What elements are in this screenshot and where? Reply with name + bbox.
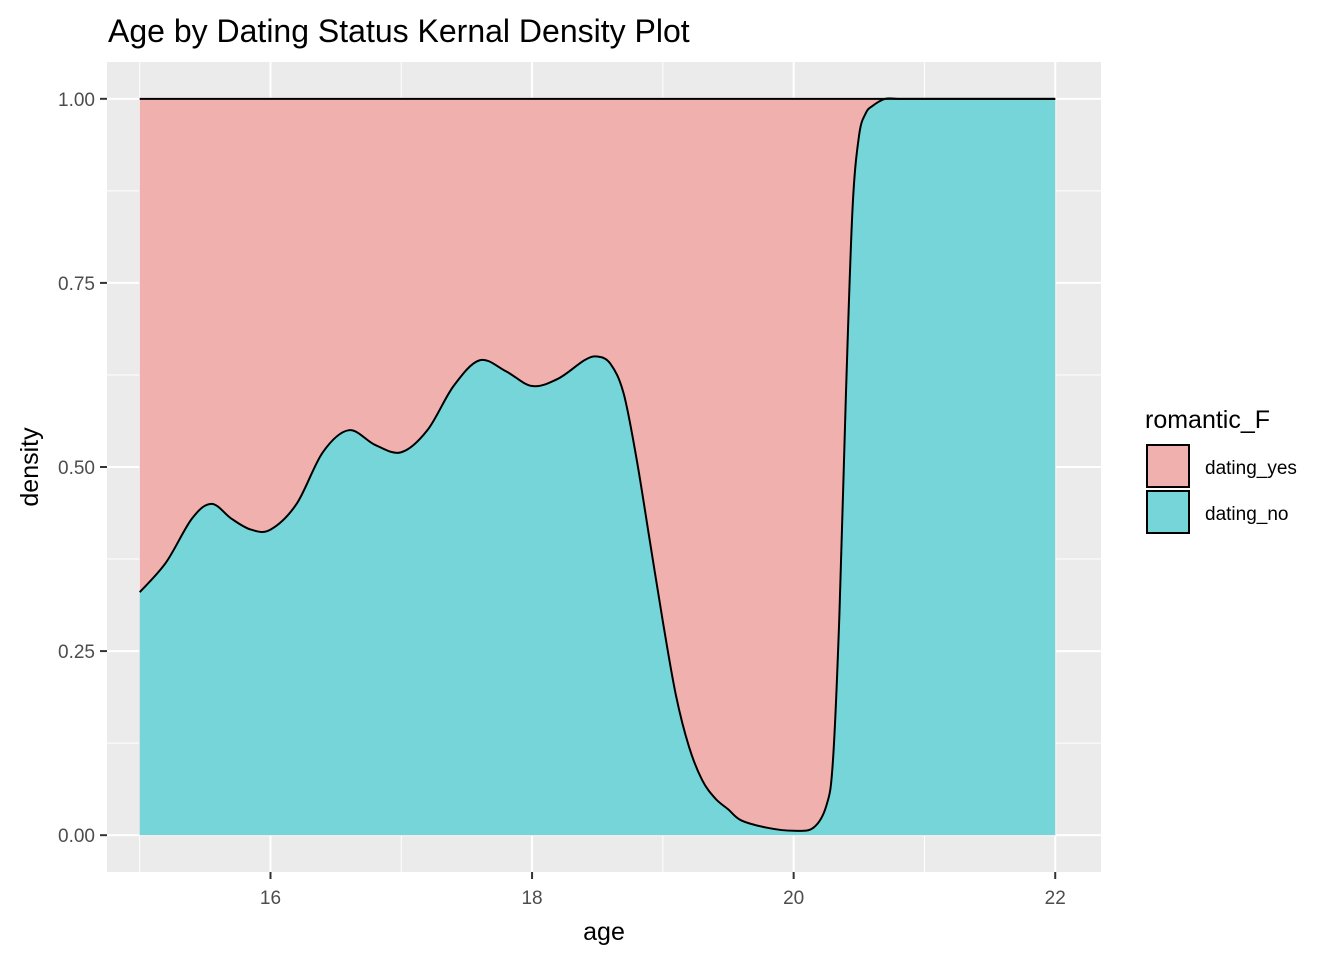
x-tick-label: 22	[1045, 888, 1066, 909]
x-axis-title: age	[583, 918, 625, 946]
y-tick-label: 0.25	[58, 642, 95, 663]
y-axis-title: density	[16, 427, 44, 507]
chart-title: Age by Dating Status Kernal Density Plot	[108, 13, 690, 49]
legend-key-dating-yes	[1146, 444, 1190, 488]
legend-item-dating-yes: dating_yes	[1146, 444, 1297, 488]
y-tick-label: 0.75	[58, 274, 95, 295]
x-tick-label: 18	[521, 888, 542, 909]
y-axis: 0.00 0.25 0.50 0.75 1.00	[58, 90, 107, 847]
legend: romantic_F dating_yes dating_no	[1145, 406, 1297, 534]
legend-label-dating-no: dating_no	[1205, 504, 1288, 525]
boundary-line	[138, 97, 1056, 832]
area-dating-no	[139, 98, 1056, 836]
legend-item-dating-no: dating_no	[1146, 490, 1288, 534]
y-tick-label: 0.00	[58, 826, 95, 847]
legend-label-dating-yes: dating_yes	[1205, 458, 1297, 479]
x-axis: 16 18 20 22	[260, 872, 1066, 909]
legend-key-dating-no	[1146, 490, 1190, 534]
legend-title: romantic_F	[1145, 406, 1270, 434]
density-areas	[138, 97, 1056, 836]
y-tick-label: 1.00	[58, 90, 95, 111]
x-tick-label: 20	[783, 888, 804, 909]
x-tick-label: 16	[260, 888, 281, 909]
y-tick-label: 0.50	[58, 458, 95, 479]
